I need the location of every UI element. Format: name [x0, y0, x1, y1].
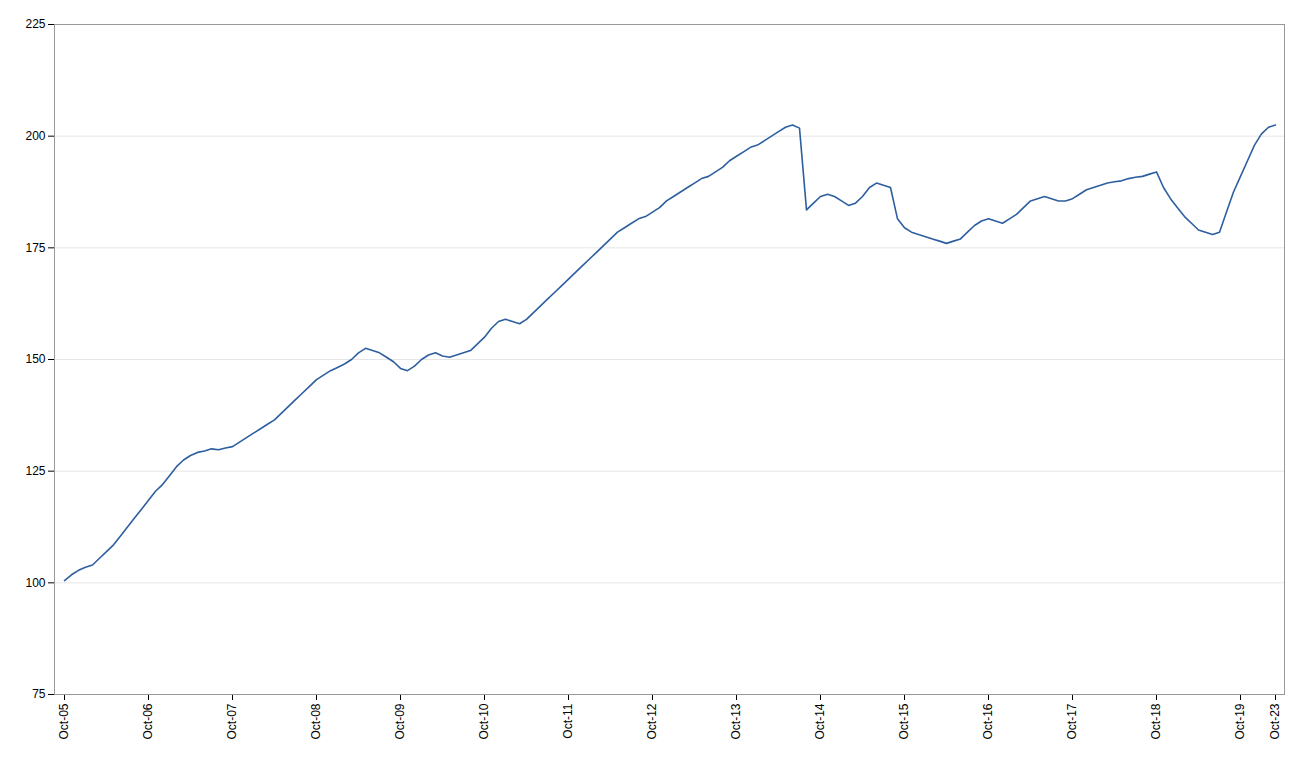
svg-text:Oct-14: Oct-14 [813, 703, 827, 739]
svg-text:125: 125 [25, 464, 45, 478]
svg-text:Oct-19: Oct-19 [1233, 703, 1247, 739]
svg-text:Oct-06: Oct-06 [141, 703, 155, 739]
svg-text:Oct-09: Oct-09 [393, 703, 407, 739]
svg-text:Oct-23: Oct-23 [1268, 703, 1282, 739]
svg-text:225: 225 [25, 17, 45, 31]
svg-text:100: 100 [25, 576, 45, 590]
svg-text:Oct-17: Oct-17 [1065, 703, 1079, 739]
svg-text:175: 175 [25, 241, 45, 255]
svg-text:Oct-08: Oct-08 [309, 703, 323, 739]
svg-text:Oct-10: Oct-10 [477, 703, 491, 739]
svg-text:Oct-18: Oct-18 [1149, 703, 1163, 739]
svg-text:Oct-07: Oct-07 [225, 703, 239, 739]
svg-text:150: 150 [25, 352, 45, 366]
svg-text:75: 75 [32, 687, 46, 701]
svg-text:Oct-11: Oct-11 [561, 703, 575, 738]
svg-text:Oct-12: Oct-12 [645, 703, 659, 739]
svg-text:Oct-05: Oct-05 [57, 703, 71, 739]
svg-text:Oct-15: Oct-15 [897, 703, 911, 739]
svg-text:Oct-13: Oct-13 [729, 703, 743, 739]
svg-text:Oct-16: Oct-16 [981, 703, 995, 739]
svg-text:200: 200 [25, 129, 45, 143]
